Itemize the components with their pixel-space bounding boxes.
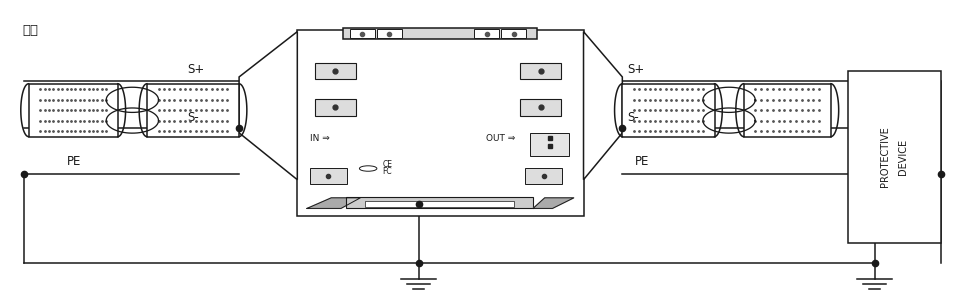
Text: CE: CE [382,160,393,169]
Text: FC: FC [382,167,392,176]
Bar [501,29,526,38]
Text: S+: S+ [188,63,205,76]
Text: S-: S- [628,111,639,124]
Text: PE: PE [67,155,82,168]
Bar [28,84,118,137]
Text: S+: S+ [628,63,644,76]
Bar [530,133,569,156]
Bar [298,30,584,216]
Bar [147,84,239,137]
Bar [342,28,537,39]
Circle shape [359,166,377,171]
Text: S-: S- [188,111,199,124]
Text: PROTECTIVE
DEVICE: PROTECTIVE DEVICE [881,127,909,187]
Text: 线路: 线路 [22,23,39,37]
Polygon shape [533,198,574,208]
Bar [345,197,533,208]
Bar [349,29,375,38]
Bar [474,29,499,38]
Polygon shape [584,32,623,180]
Bar [623,84,714,137]
Text: IN ⇒: IN ⇒ [310,135,330,143]
Bar [521,99,561,116]
Bar [315,63,355,79]
Bar [315,99,355,116]
Polygon shape [307,198,360,208]
Bar [377,29,402,38]
Bar [743,84,831,137]
Bar [848,71,941,243]
Bar [525,168,562,184]
Bar [521,63,561,79]
Polygon shape [239,32,298,180]
Text: OUT ⇒: OUT ⇒ [486,135,516,143]
Bar [310,168,346,184]
Text: PE: PE [635,155,649,168]
Bar [365,202,514,207]
